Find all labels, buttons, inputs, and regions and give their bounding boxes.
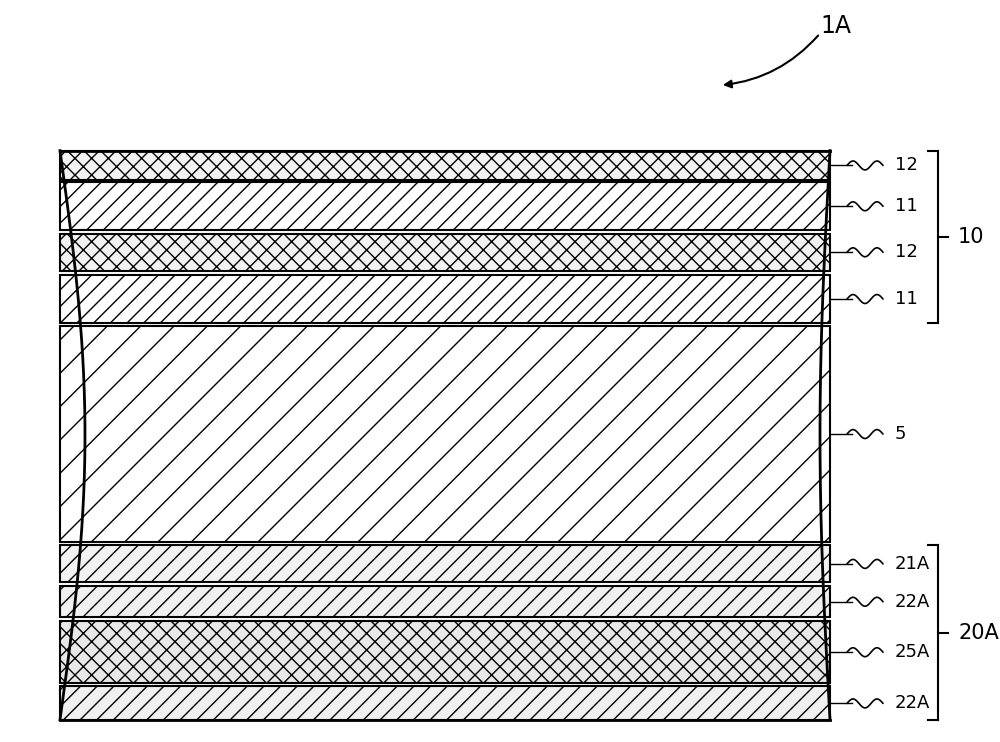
Text: 1A: 1A [820,14,851,38]
Bar [60,275,830,323]
Bar [60,182,830,230]
Bar [60,586,830,617]
Text: 22A: 22A [895,695,930,712]
Bar [60,621,830,683]
Text: 11: 11 [895,290,918,308]
Bar [60,326,830,542]
Bar [60,234,830,271]
Bar [60,545,830,582]
Text: 12: 12 [895,243,918,261]
Text: 12: 12 [895,157,918,174]
Text: 21A: 21A [895,555,930,573]
Text: 25A: 25A [895,643,930,661]
Text: 11: 11 [895,197,918,215]
Text: 20A: 20A [958,623,999,643]
Text: 22A: 22A [895,593,930,611]
Bar [60,686,830,720]
Text: 10: 10 [958,227,984,246]
Text: 5: 5 [895,425,906,443]
Bar [60,151,830,180]
